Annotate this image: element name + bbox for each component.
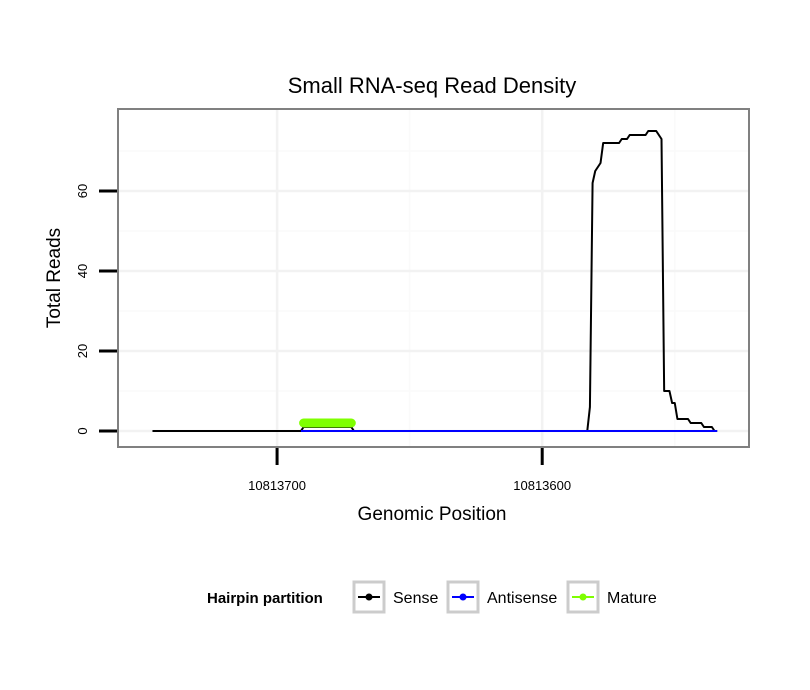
chart-title: Small RNA-seq Read Density	[288, 73, 577, 98]
x-axis-title: Genomic Position	[358, 504, 507, 525]
y-axis-title: Total Reads	[44, 228, 65, 328]
data-series	[152, 130, 718, 432]
plot-background	[118, 109, 749, 447]
y-tick-label: 40	[75, 264, 90, 278]
y-axis: 0 20 40 60	[75, 184, 117, 435]
legend-point-sense	[365, 593, 373, 601]
x-tick-label: 10813700	[248, 478, 306, 493]
legend: Hairpin partition Sense Antisense Mature	[207, 580, 657, 614]
legend-point-antisense	[459, 593, 467, 601]
plot-border	[117, 108, 750, 448]
legend-item-sense: Sense	[352, 580, 438, 614]
x-tick-label: 10813600	[513, 478, 571, 493]
legend-item-mature: Mature	[566, 580, 657, 614]
y-tick-label: 0	[75, 427, 90, 434]
y-tick-label: 20	[75, 344, 90, 358]
x-axis: 10813700 10813600	[248, 448, 571, 493]
plot-panel	[117, 108, 750, 448]
legend-label-mature: Mature	[607, 590, 657, 607]
legend-label-antisense: Antisense	[487, 590, 557, 607]
y-tick-label: 60	[75, 184, 90, 198]
legend-item-antisense: Antisense	[446, 580, 557, 614]
legend-label-sense: Sense	[393, 590, 438, 607]
legend-title: Hairpin partition	[207, 590, 323, 607]
legend-point-mature	[579, 593, 587, 601]
